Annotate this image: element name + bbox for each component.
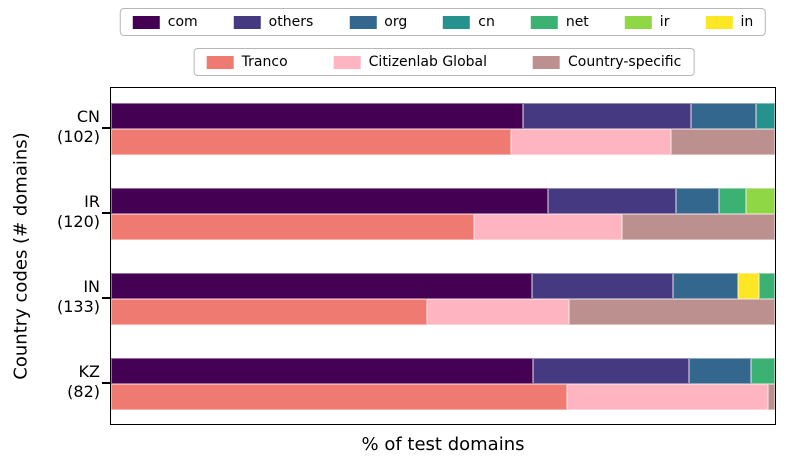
legend-label: Citizenlab Global	[368, 54, 487, 70]
legend-item-org: org	[349, 14, 407, 30]
cn-tld-bar	[111, 103, 775, 129]
legend-label: Tranco	[241, 54, 288, 70]
legend-item-citizenlab-global: Citizenlab Global	[333, 54, 487, 70]
bar-segment-others	[547, 188, 677, 214]
com-swatch-icon	[132, 15, 160, 29]
plot-area	[110, 87, 776, 425]
domain-count: (82)	[67, 382, 100, 401]
bar-segment-country-specific	[671, 129, 775, 155]
domain-count: (120)	[56, 212, 100, 231]
y-tick-mark	[102, 297, 110, 299]
others-swatch-icon	[233, 15, 261, 29]
legend-label: org	[384, 14, 408, 30]
in-tld-bar	[111, 273, 775, 299]
source-legend: Tranco Citizenlab Global Country-specific	[193, 48, 695, 76]
legend-label: Country-specific	[567, 54, 682, 70]
bar-segment-citizenlab-global	[427, 299, 570, 325]
legend-label: cn	[478, 14, 495, 30]
country-code: KZ	[78, 362, 100, 381]
bar-segment-citizenlab-global	[473, 214, 623, 240]
kz-source-bar	[111, 384, 775, 410]
legend-label: net	[565, 14, 589, 30]
ir-source-bar	[111, 214, 775, 240]
legend-label: in	[740, 14, 754, 30]
country-specific-swatch-icon	[532, 55, 560, 69]
bar-segment-com	[111, 273, 532, 299]
ir-swatch-icon	[624, 15, 652, 29]
bar-segment-net	[751, 358, 775, 384]
bar-segment-country-specific	[569, 299, 775, 325]
bar-segment-tranco	[111, 299, 428, 325]
org-swatch-icon	[349, 15, 377, 29]
bar-segment-citizenlab-global	[566, 384, 769, 410]
legend-item-com: com	[132, 14, 198, 30]
legend-item-in: in	[705, 14, 753, 30]
y-tick-mark	[102, 212, 110, 214]
in-swatch-icon	[705, 15, 733, 29]
bar-segment-others	[522, 103, 691, 129]
legend-item-tranco: Tranco	[206, 54, 288, 70]
cn-swatch-icon	[443, 15, 471, 29]
bar-segment-in	[737, 273, 760, 299]
bar-segment-net	[718, 188, 747, 214]
bar-segment-ir	[746, 188, 775, 214]
tranco-swatch-icon	[206, 55, 234, 69]
cn-source-bar	[111, 129, 775, 155]
ir-tld-bar	[111, 188, 775, 214]
tld-legend: com others org cn net ir in	[119, 8, 767, 36]
domain-count: (102)	[56, 127, 100, 146]
bar-segment-org	[688, 358, 752, 384]
bar-segment-others	[531, 273, 673, 299]
domain-count: (133)	[56, 297, 100, 316]
bar-segment-country-specific	[622, 214, 775, 240]
legend-item-net: net	[530, 14, 589, 30]
bar-segment-org	[672, 273, 738, 299]
country-code: CN	[76, 107, 100, 126]
net-swatch-icon	[530, 15, 558, 29]
legend-item-cn: cn	[443, 14, 495, 30]
legend-label: others	[268, 14, 314, 30]
bar-segment-com	[111, 188, 548, 214]
y-tick-mark	[102, 382, 110, 384]
ytick-label-kz: KZ (82)	[0, 362, 100, 402]
legend-item-ir: ir	[624, 14, 670, 30]
x-axis-label: % of test domains	[361, 434, 525, 455]
bar-segment-com	[111, 103, 523, 129]
bar-segment-country-specific	[768, 384, 775, 410]
country-code: IR	[84, 192, 100, 211]
bar-segment-org	[690, 103, 757, 129]
bar-segment-tranco	[111, 129, 511, 155]
ytick-label-in: IN (133)	[0, 277, 100, 317]
bar-segment-others	[533, 358, 689, 384]
bar-segment-org	[676, 188, 719, 214]
citizenlab-global-swatch-icon	[333, 55, 361, 69]
bar-segment-net	[759, 273, 775, 299]
ytick-label-cn: CN (102)	[0, 107, 100, 147]
kz-tld-bar	[111, 358, 775, 384]
bar-segment-cn	[756, 103, 775, 129]
country-code: IN	[83, 277, 100, 296]
bar-segment-tranco	[111, 384, 567, 410]
bar-segment-com	[111, 358, 534, 384]
y-axis-label: Country codes (# domains)	[10, 132, 32, 380]
legend-label: ir	[659, 14, 670, 30]
ytick-label-ir: IR (120)	[0, 192, 100, 232]
legend-label: com	[167, 14, 198, 30]
y-tick-mark	[102, 127, 110, 129]
legend-item-country-specific: Country-specific	[532, 54, 682, 70]
in-source-bar	[111, 299, 775, 325]
bar-segment-citizenlab-global	[510, 129, 672, 155]
bar-segment-tranco	[111, 214, 474, 240]
legend-item-others: others	[233, 14, 314, 30]
